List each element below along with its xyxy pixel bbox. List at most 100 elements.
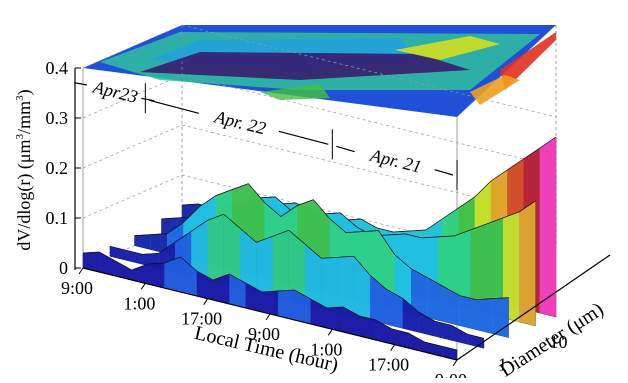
heatmap-band-red: [500, 32, 556, 90]
z-axis-label-um: μm: [14, 139, 34, 163]
x-tick-label: 9:00: [248, 324, 280, 344]
heatmap-band-yellow: [395, 36, 500, 60]
date-arrow: [336, 145, 355, 153]
x-tick-mark: [390, 344, 396, 351]
z-gridline-back: [181, 24, 557, 118]
surface-patch: [353, 256, 371, 321]
x-tick-mark: [203, 298, 209, 305]
surface-patch: [408, 333, 425, 352]
x-tick-label: 17:00: [368, 355, 409, 375]
y-tick-label: 10: [549, 332, 567, 352]
surface-patch: [326, 307, 344, 332]
surface-patch: [83, 252, 100, 272]
z-tick-label: 0: [59, 258, 68, 278]
surface-patch: [115, 261, 132, 280]
y-axis-ticks: 1 10: [498, 332, 568, 374]
date-arrow: [434, 169, 454, 176]
z-gridline-back: [181, 74, 557, 168]
surface-patch: [288, 230, 306, 305]
surface-patch: [229, 274, 246, 308]
surface-patch: [164, 257, 181, 292]
surface-patch: [454, 229, 471, 310]
surface-patch: [126, 250, 143, 265]
surface-patch: [435, 321, 452, 341]
surface-patch: [539, 137, 556, 317]
surface-patch: [245, 283, 262, 312]
y-tick-label: 1: [498, 354, 507, 374]
z-tick-label: 0.4: [46, 58, 69, 78]
date-arrow: [278, 130, 329, 145]
surface-patch: [305, 244, 322, 309]
surface-patch: [343, 307, 360, 336]
surface-ridge-line: [82, 251, 458, 351]
surface-patch: [261, 291, 279, 316]
surface-patch: [207, 214, 224, 285]
date-arrow: [149, 99, 199, 114]
surface-patch: [375, 320, 392, 344]
surface-ridges: [82, 136, 557, 361]
date-label: Apr. 21: [367, 145, 423, 177]
surface-patch: [459, 295, 477, 330]
surface-patch: [256, 236, 273, 297]
date-arrow: [74, 82, 88, 86]
surface-patch: [410, 268, 428, 318]
surface-ridge-line: [109, 213, 485, 339]
z-tick-label: 0.2: [46, 158, 69, 178]
surface-patch: [486, 217, 503, 318]
top-heatmap: [83, 25, 556, 117]
surface-patch: [492, 297, 509, 338]
surface-patch: [451, 325, 468, 345]
surface-patch: [443, 286, 460, 326]
surface-patch: [470, 223, 487, 314]
surface-patch: [109, 246, 127, 261]
surface-patch: [134, 234, 151, 250]
surface-patch: [370, 275, 387, 325]
z-tick-label: 0.1: [46, 208, 69, 228]
surface-patch: [131, 264, 149, 284]
x-tick-label: 17:00: [181, 309, 222, 329]
surface-patch: [240, 228, 257, 293]
surface-patch: [476, 298, 493, 334]
surface-patch: [519, 200, 536, 326]
x-tick-mark: [327, 329, 333, 336]
heatmap-band-dark: [140, 52, 470, 80]
x-tick-label: 1:00: [310, 339, 342, 359]
surface-patch: [310, 299, 327, 328]
z-tick-label: 0.3: [46, 108, 69, 128]
z-axis-label-sup1: 3: [14, 133, 26, 139]
surface-patch: [391, 329, 409, 348]
surface-patch: [148, 263, 165, 288]
z-gridline-left: [82, 174, 183, 219]
surface-patch: [213, 274, 230, 304]
x-tick-label: 1:00: [123, 293, 155, 313]
surface-patch: [278, 290, 295, 320]
surface-patch: [294, 290, 311, 324]
z-gridline-left: [82, 124, 183, 169]
date-arrow: [141, 97, 155, 102]
x-tick-label: 9:00: [61, 278, 93, 298]
z-axis-label-sup2: 3: [14, 95, 26, 101]
surface-patch: [402, 298, 419, 333]
surface-patch: [196, 271, 214, 300]
surface-patch: [321, 257, 338, 313]
z-axis-label-prefix: dV/dlog(r) (: [14, 163, 35, 250]
date-label: Apr23: [90, 77, 139, 107]
z-axis-label: dV/dlog(r) (μm3/mm3): [14, 89, 35, 250]
x-tick-mark: [140, 283, 146, 290]
surface-patch: [191, 220, 208, 281]
heatmap-band-orange: [470, 75, 520, 105]
surface-patch: [180, 257, 197, 296]
surface-patch: [223, 214, 241, 289]
surface-patch: [359, 316, 376, 340]
surface-patch: [502, 211, 520, 322]
surface-patch: [99, 252, 116, 276]
x-tick-mark: [78, 267, 84, 275]
z-axis-label-mm: /mm: [14, 101, 34, 134]
surface-patch: [386, 289, 403, 329]
surface-patch: [418, 312, 436, 337]
z-axis-ticks: 0 0.1 0.2 0.3 0.4: [46, 58, 81, 278]
x-tick-mark: [452, 359, 458, 367]
surface-patch: [150, 233, 168, 254]
